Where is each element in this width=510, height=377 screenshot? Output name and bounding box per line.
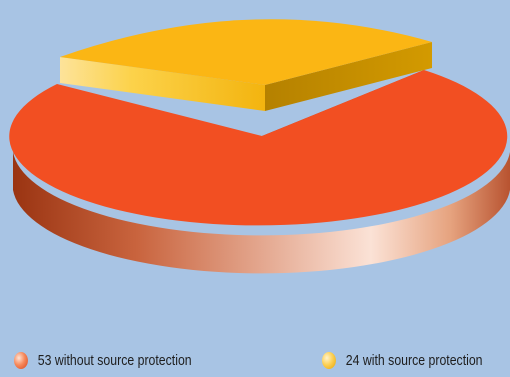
- legend-item-without-protection: 53 without source protection: [14, 352, 192, 369]
- slice-2-front: [60, 57, 265, 111]
- slice-2-side: [265, 42, 432, 111]
- legend-label: 24 with source protection: [345, 352, 483, 369]
- legend-swatch-icon: [14, 352, 28, 369]
- legend-item-with-protection: 24 with source protection: [322, 352, 483, 369]
- pie-chart: [9, 19, 510, 274]
- legend-label: 53 without source protection: [37, 352, 192, 369]
- slice-2-top: [60, 19, 432, 85]
- legend: 53 without source protection 24 with sou…: [0, 352, 510, 377]
- legend-swatch-icon: [322, 352, 336, 369]
- slice-1-top: [9, 70, 508, 226]
- slice-1-side: [13, 152, 510, 274]
